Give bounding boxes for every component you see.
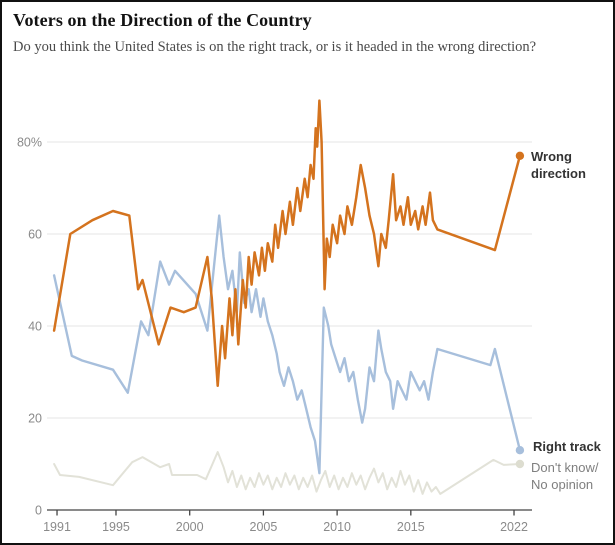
y-tick-label: 0 (35, 504, 42, 518)
y-tick-label: 80% (17, 136, 42, 150)
x-tick-label: 2000 (176, 520, 204, 534)
x-tick-label: 2022 (500, 520, 528, 534)
y-tick-label: 20 (28, 412, 42, 426)
page-subtitle: Do you think the United States is on the… (13, 39, 537, 55)
wrong-direction-series-label: Wrong direction (531, 149, 586, 181)
endpoint-dot-right-track (515, 446, 525, 455)
x-tick-label: 1991 (43, 520, 71, 534)
x-tick-label: 2015 (397, 520, 425, 534)
right-track-series-label: Right track (533, 439, 601, 454)
x-tick-label: 2005 (250, 520, 278, 534)
y-tick-label: 40 (28, 320, 42, 334)
endpoint-dot-don-t-know-no-opinion (515, 459, 525, 469)
x-tick-label: 2010 (323, 520, 351, 534)
page-title: Voters on the Direction of the Country (13, 10, 312, 30)
series-line-wrong-direction (52, 99, 522, 388)
series-line-don-t-know-no-opinion (53, 451, 521, 495)
y-tick-label: 60 (28, 228, 42, 242)
x-tick-label: 1995 (102, 520, 130, 534)
dont-know-series-label: Don't know/ No opinion (531, 460, 599, 492)
series-line-right-track (52, 214, 522, 475)
endpoint-dot-wrong-direction (515, 151, 525, 160)
